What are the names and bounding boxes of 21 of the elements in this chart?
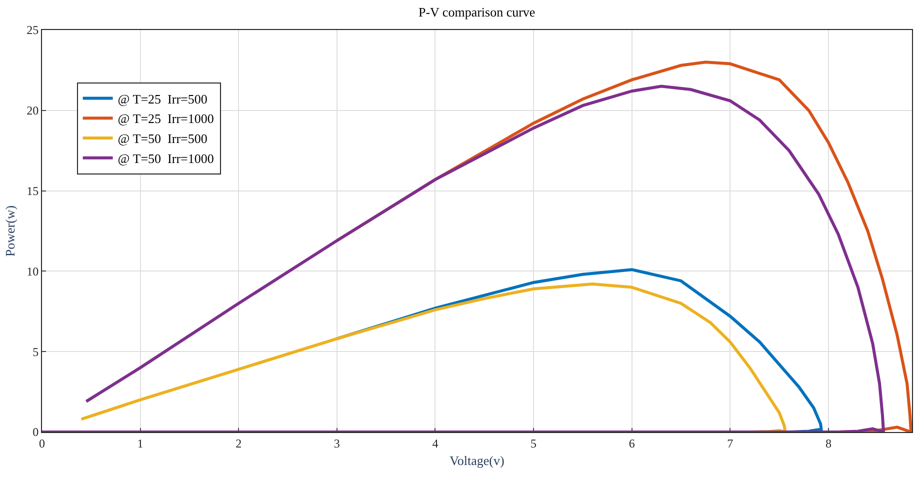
y-tick-label: 10	[26, 264, 39, 278]
x-tick-label: 8	[825, 436, 832, 450]
x-tick-label: 1	[137, 436, 144, 450]
y-tick-label: 20	[26, 104, 39, 118]
y-axis-title: Power(w)	[2, 205, 18, 257]
x-tick-label: 7	[727, 436, 734, 450]
legend-label: @ T=50 Irr=1000	[118, 150, 214, 166]
legend-label: @ T=50 Irr=500	[118, 131, 208, 146]
x-tick-label: 5	[530, 436, 537, 450]
x-tick-label: 4	[432, 436, 438, 450]
chart-title: P-V comparison curve	[418, 4, 536, 20]
x-axis-title: Voltage(v)	[450, 453, 504, 468]
x-tick-label: 6	[628, 436, 635, 450]
legend-label: @ T=25 Irr=500	[118, 91, 208, 106]
y-tick-label: 0	[32, 425, 39, 440]
x-tick-label: 3	[334, 436, 340, 450]
y-tick-label: 5	[32, 344, 39, 359]
x-tick-label: 2	[236, 436, 242, 450]
legend-label: @ T=25 Irr=1000	[118, 111, 214, 126]
y-tick-label: 25	[26, 23, 39, 38]
y-tick-label: 15	[26, 184, 39, 198]
